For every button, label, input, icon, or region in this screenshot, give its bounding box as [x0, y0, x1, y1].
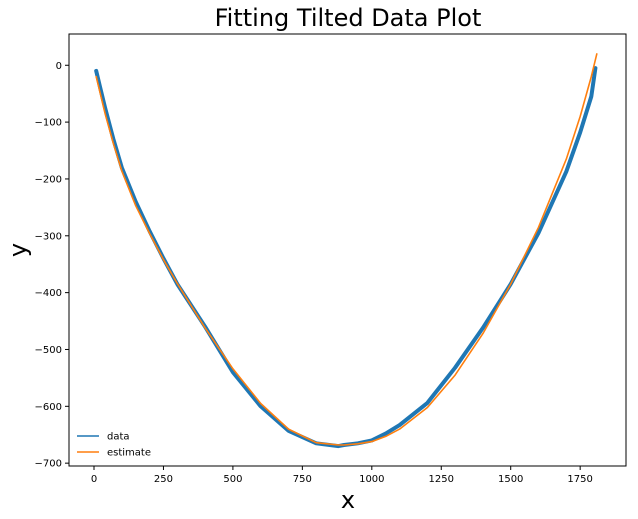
series-layer [94, 53, 598, 449]
y-tick-label: −700 [35, 459, 62, 470]
y-axis-title: y [4, 243, 32, 257]
x-axis-title: x [341, 486, 355, 514]
series-line-data [94, 66, 598, 449]
y-tick-label: 0 [56, 61, 62, 72]
y-tick-label: −600 [35, 402, 62, 413]
legend-label-data: data [107, 432, 130, 443]
y-tick-label: −300 [35, 231, 62, 242]
y-tick-label: −500 [35, 345, 62, 356]
plot-area [69, 34, 626, 466]
plot-frame [68, 33, 627, 467]
x-tick-label: 250 [154, 474, 173, 485]
x-tick-label: 750 [293, 474, 312, 485]
x-axis-ticks: 0 250 500 750 1000 1250 1500 1750 [91, 466, 593, 485]
x-tick-label: 1500 [498, 474, 523, 485]
x-tick-label: 1000 [359, 474, 384, 485]
x-tick-label: 0 [91, 474, 97, 485]
y-tick-label: −400 [35, 288, 62, 299]
y-tick-label: −200 [35, 174, 62, 185]
y-axis-ticks: 0 −100 −200 −300 −400 −500 −600 −700 [35, 61, 69, 470]
x-tick-label: 1750 [567, 474, 592, 485]
chart-title: Fitting Tilted Data Plot [215, 4, 482, 32]
x-tick-label: 500 [223, 474, 242, 485]
y-tick-label: −100 [35, 118, 62, 129]
x-tick-label: 1250 [429, 474, 454, 485]
series-line-estimate [95, 53, 598, 446]
legend: data estimate [77, 432, 151, 459]
legend-label-estimate: estimate [107, 448, 151, 459]
